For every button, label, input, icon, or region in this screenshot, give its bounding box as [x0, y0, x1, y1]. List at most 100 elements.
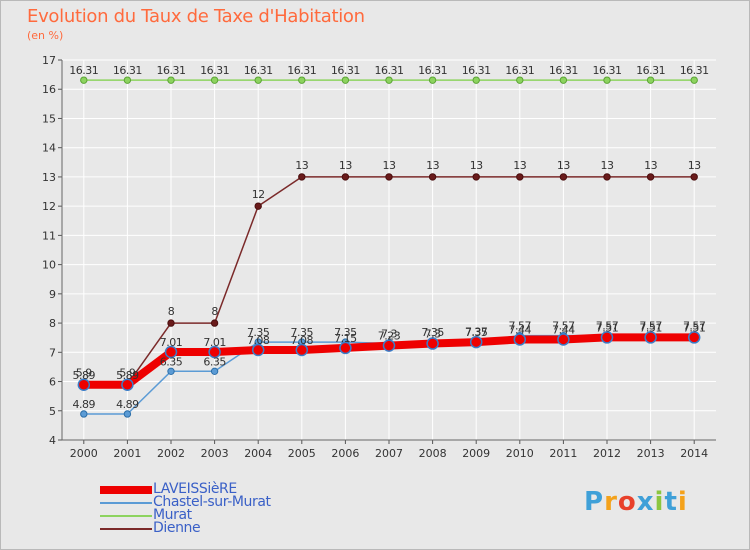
data-label-chastel-sur-murat: 4.89 — [73, 398, 96, 411]
x-tick-label: 2008 — [419, 447, 447, 460]
x-tick-label: 2007 — [375, 447, 403, 460]
y-tick-label: 6 — [49, 376, 56, 389]
data-label-laveissi-re: 7.01 — [203, 336, 226, 349]
data-point-murat — [167, 76, 175, 84]
y-tick-label: 14 — [42, 142, 56, 155]
x-tick-label: 2014 — [680, 447, 708, 460]
y-tick-label: 7 — [49, 346, 56, 359]
data-point-murat — [385, 76, 393, 84]
data-label-murat: 16.31 — [200, 64, 229, 77]
data-point-dienne — [428, 173, 437, 181]
data-label-chastel-sur-murat: 7.57 — [509, 320, 532, 333]
data-label-laveissi-re: 7.51 — [639, 321, 662, 334]
data-label-dienne: 13 — [644, 159, 657, 172]
brand-letter: t — [664, 487, 678, 517]
data-point-chastel-sur-murat — [210, 367, 219, 376]
data-label-murat: 16.31 — [157, 64, 186, 77]
x-tick-label: 2011 — [549, 447, 577, 460]
data-label-chastel-sur-murat: 7.3 — [381, 328, 397, 341]
y-tick-label: 16 — [42, 83, 56, 96]
data-point-laveissi-re — [557, 333, 570, 346]
y-tick-label: 4 — [49, 434, 56, 447]
x-tick-label: 2003 — [201, 447, 229, 460]
data-label-murat: 16.31 — [505, 64, 534, 77]
data-label-dienne: 13 — [688, 159, 701, 172]
brand-letter: i — [654, 487, 665, 517]
data-point-murat — [428, 76, 437, 84]
data-label-laveissi-re: 7.35 — [465, 326, 488, 339]
data-label-laveissi-re: 7.51 — [596, 321, 619, 334]
data-label-laveissi-re: 7.01 — [160, 336, 183, 349]
data-point-murat — [254, 76, 262, 84]
legend-label: Chastel-sur-Murat — [153, 494, 271, 510]
x-tick-label: 2009 — [462, 447, 490, 460]
data-point-murat — [690, 76, 698, 84]
data-label-murat: 16.31 — [69, 64, 98, 77]
data-label-laveissi-re: 5.89 — [73, 369, 96, 382]
data-label-dienne: 13 — [513, 159, 526, 172]
data-label-laveissi-re: 7.23 — [378, 330, 401, 343]
data-point-murat — [123, 76, 132, 84]
y-tick-label: 15 — [42, 112, 56, 125]
data-point-dienne — [646, 173, 655, 181]
data-point-laveissi-re — [687, 331, 701, 344]
data-label-dienne: 13 — [295, 159, 308, 172]
legend-label: Dienne — [153, 520, 201, 536]
chart-subtitle: (en %) — [27, 29, 64, 42]
x-tick-label: 2012 — [593, 447, 621, 460]
data-point-laveissi-re — [382, 339, 396, 352]
chart-axes: 4 5 6 7 8 9 10 11 12 13 14 15 16 17 2000 2001 2002 2003 20… — [42, 54, 716, 460]
data-label-chastel-sur-murat: 7.35 — [291, 326, 314, 339]
data-label-dienne: 13 — [383, 159, 396, 172]
data-point-dienne — [298, 173, 306, 181]
data-label-chastel-sur-murat: 4.89 — [116, 398, 139, 411]
brand-letter: r — [604, 487, 618, 517]
data-point-laveissi-re — [469, 335, 483, 349]
chart-grid — [62, 59, 716, 441]
data-point-dienne — [167, 319, 175, 327]
data-label-dienne: 13 — [339, 159, 352, 172]
data-point-dienne — [559, 173, 568, 181]
brand-letter: i — [677, 487, 688, 517]
series-laveissi-re — [77, 331, 701, 392]
data-point-laveissi-re — [339, 341, 352, 355]
data-label-chastel-sur-murat: 7.57 — [596, 320, 619, 333]
data-point-laveissi-re — [164, 345, 178, 359]
data-point-murat — [646, 76, 655, 84]
series-murat — [80, 76, 698, 84]
data-point-chastel-sur-murat — [80, 410, 88, 418]
data-label-chastel-sur-murat: 7.57 — [639, 320, 662, 333]
data-point-dienne — [472, 173, 480, 181]
x-tick-label: 2013 — [637, 447, 665, 460]
data-point-murat — [298, 76, 306, 84]
legend-label: LAVEISSièRE — [153, 481, 237, 497]
data-label-dienne: 8 — [211, 305, 218, 318]
data-label-chastel-sur-murat: 7.57 — [683, 320, 706, 333]
data-label-murat: 16.31 — [636, 64, 665, 77]
data-point-murat — [80, 76, 88, 84]
data-label-laveissi-re: 7.08 — [291, 334, 314, 347]
data-point-dienne — [690, 173, 698, 181]
data-label-dienne: 13 — [426, 159, 439, 172]
data-label-laveissi-re: 7.3 — [425, 328, 441, 341]
y-tick-label: 12 — [42, 200, 56, 213]
data-point-laveissi-re — [208, 345, 221, 359]
x-tick-label: 2005 — [288, 447, 316, 460]
brand-letter: x — [636, 487, 655, 517]
brand-letter: o — [617, 487, 637, 517]
y-tick-label: 11 — [42, 229, 56, 242]
data-label-laveissi-re: 7.51 — [683, 321, 706, 334]
y-tick-label: 10 — [42, 259, 56, 272]
x-tick-label: 2004 — [244, 447, 272, 460]
data-point-laveissi-re — [513, 333, 527, 346]
series-layer — [77, 76, 701, 418]
data-point-dienne — [516, 173, 524, 181]
data-point-murat — [210, 76, 219, 84]
data-label-chastel-sur-murat: 6.35 — [160, 355, 183, 368]
y-tick-label: 8 — [49, 317, 56, 330]
data-point-murat — [559, 76, 568, 84]
data-label-murat: 16.31 — [331, 64, 360, 77]
data-label-dienne: 13 — [601, 159, 614, 172]
data-point-dienne — [603, 173, 611, 181]
